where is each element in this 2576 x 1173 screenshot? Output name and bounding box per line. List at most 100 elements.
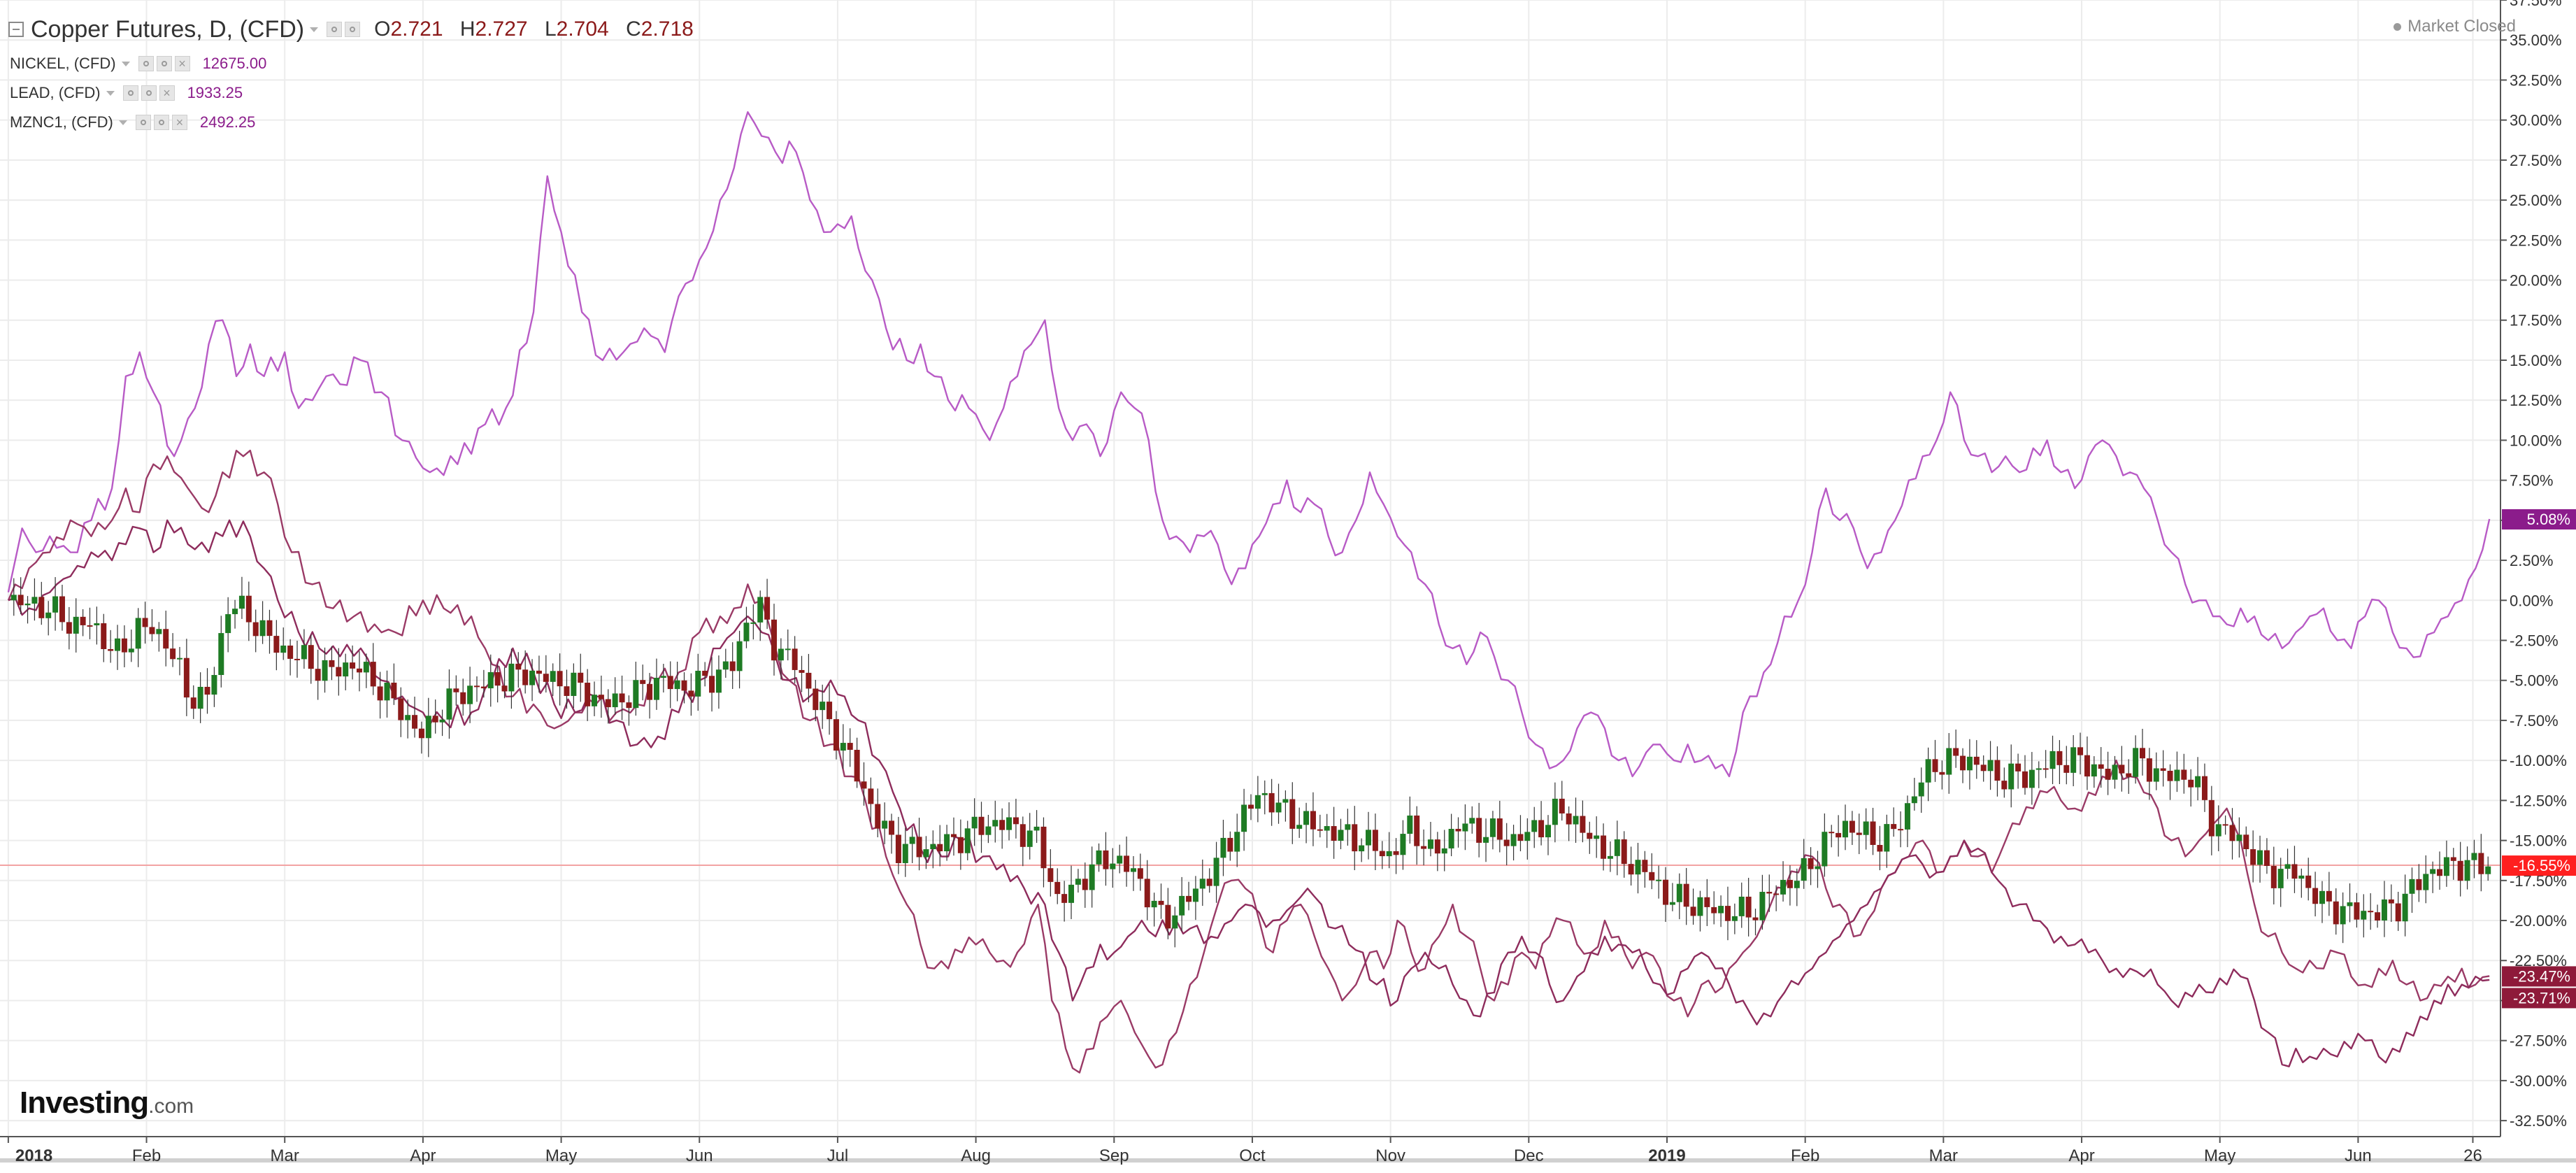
chevron-down-icon[interactable]: [118, 120, 127, 125]
candle-body: [1455, 829, 1461, 832]
candle-body: [1877, 844, 1883, 852]
candle-body: [778, 648, 784, 661]
x-tick-label: Jun: [686, 1146, 713, 1165]
y-tick-label: -30.00%: [2510, 1072, 2567, 1090]
candle-body: [1759, 892, 1766, 920]
candle-body: [653, 678, 659, 700]
y-tick-label: -20.00%: [2510, 912, 2567, 930]
candle-body: [294, 658, 301, 660]
candle-body: [1690, 907, 1696, 916]
candle-body: [1960, 755, 1966, 771]
candle-body: [1261, 792, 1268, 795]
y-tick-label: 32.50%: [2510, 71, 2562, 89]
settings-icon[interactable]: [141, 85, 157, 101]
candle-body: [854, 750, 860, 782]
x-tick-label: Dec: [1514, 1146, 1544, 1165]
candle-body: [2035, 768, 2042, 770]
brand-logo[interactable]: Investing.com: [20, 1086, 194, 1121]
candle-body: [1829, 832, 1835, 834]
visibility-icon[interactable]: [135, 115, 151, 130]
candle-body: [391, 682, 397, 699]
candle-body: [204, 686, 210, 695]
y-tick-label: 30.00%: [2510, 112, 2562, 129]
candle-body: [1918, 782, 1924, 797]
y-tick-label: 25.00%: [2510, 192, 2562, 209]
candle-body: [2098, 764, 2104, 769]
candle-body: [1932, 759, 1938, 772]
visibility-icon[interactable]: [122, 85, 138, 101]
candle-body: [985, 826, 992, 835]
ohlc-readout: O2.721 H2.727 L2.704 C2.718: [374, 17, 705, 41]
candle-body: [605, 699, 611, 708]
candle-body: [1780, 879, 1787, 895]
candle-body: [2049, 751, 2056, 769]
candle-body: [1953, 748, 1959, 756]
y-tick-label: -7.50%: [2510, 712, 2559, 730]
candle-body: [715, 669, 722, 693]
candle-body: [1427, 839, 1433, 849]
visibility-icon[interactable]: [138, 56, 154, 71]
overlay-value-zinc: 2492.25: [199, 113, 256, 131]
candle-body: [2430, 869, 2436, 874]
candle-body: [2457, 860, 2463, 881]
candle-body: [1614, 839, 1620, 856]
candle-body: [1110, 863, 1116, 869]
series-line-nickel: [7, 111, 2491, 778]
candle-body: [163, 629, 169, 649]
candle-body: [515, 663, 522, 670]
candle-body: [1476, 818, 1482, 843]
candle-body: [1241, 804, 1247, 832]
candle-body: [149, 627, 155, 634]
candle-body: [1179, 895, 1185, 916]
candle-body: [211, 675, 217, 695]
candle-body: [1393, 851, 1399, 855]
candle-body: [156, 629, 162, 634]
candle-body: [1904, 803, 1910, 830]
settings-icon[interactable]: [156, 56, 172, 71]
candle-body: [1379, 851, 1385, 857]
overlay-name-zinc[interactable]: MZNC1, (CFD): [10, 113, 113, 131]
candle-body: [1939, 772, 1945, 775]
close-icon[interactable]: ×: [171, 115, 187, 130]
candle-body: [1787, 879, 1793, 888]
ohlc-close-value: 2.718: [641, 17, 694, 41]
candle-body: [128, 648, 134, 653]
candle-body: [2112, 765, 2118, 780]
settings-icon[interactable]: [153, 115, 169, 130]
candle-body: [1033, 826, 1040, 831]
chevron-down-icon[interactable]: [106, 90, 115, 96]
candle-body: [2485, 866, 2491, 874]
candle-body: [2056, 751, 2063, 765]
candle-body: [2368, 911, 2374, 913]
candle-body: [1386, 851, 1392, 857]
value-badge: [2502, 966, 2576, 987]
candle-body: [1462, 823, 1468, 832]
chevron-down-icon[interactable]: [310, 27, 319, 32]
close-icon[interactable]: ×: [159, 85, 175, 101]
chevron-down-icon[interactable]: [121, 61, 130, 66]
visibility-icon[interactable]: [327, 22, 343, 37]
overlay-name-lead[interactable]: LEAD, (CFD): [10, 84, 101, 101]
candle-body: [2319, 890, 2325, 904]
candle-body: [1980, 765, 1987, 772]
overlay-name-nickel[interactable]: NICKEL, (CFD): [10, 55, 116, 72]
main-symbol-title[interactable]: Copper Futures, D, (CFD): [31, 15, 305, 43]
candle-body: [1254, 795, 1261, 809]
candle-body: [1815, 866, 1821, 869]
candle-body: [1503, 839, 1510, 846]
candle-body: [923, 849, 929, 858]
candle-body: [1199, 879, 1205, 889]
value-badge: [2502, 855, 2576, 876]
settings-icon[interactable]: [345, 22, 361, 37]
candle-body: [329, 660, 335, 667]
candle-body: [1089, 864, 1095, 890]
collapse-icon[interactable]: [8, 22, 24, 37]
candle-body: [197, 686, 203, 709]
candle-body: [38, 597, 45, 618]
candle-body: [964, 828, 971, 853]
candle-body: [757, 597, 764, 623]
candle-body: [916, 837, 922, 858]
close-icon[interactable]: ×: [174, 56, 190, 71]
candle-body: [1849, 820, 1855, 833]
